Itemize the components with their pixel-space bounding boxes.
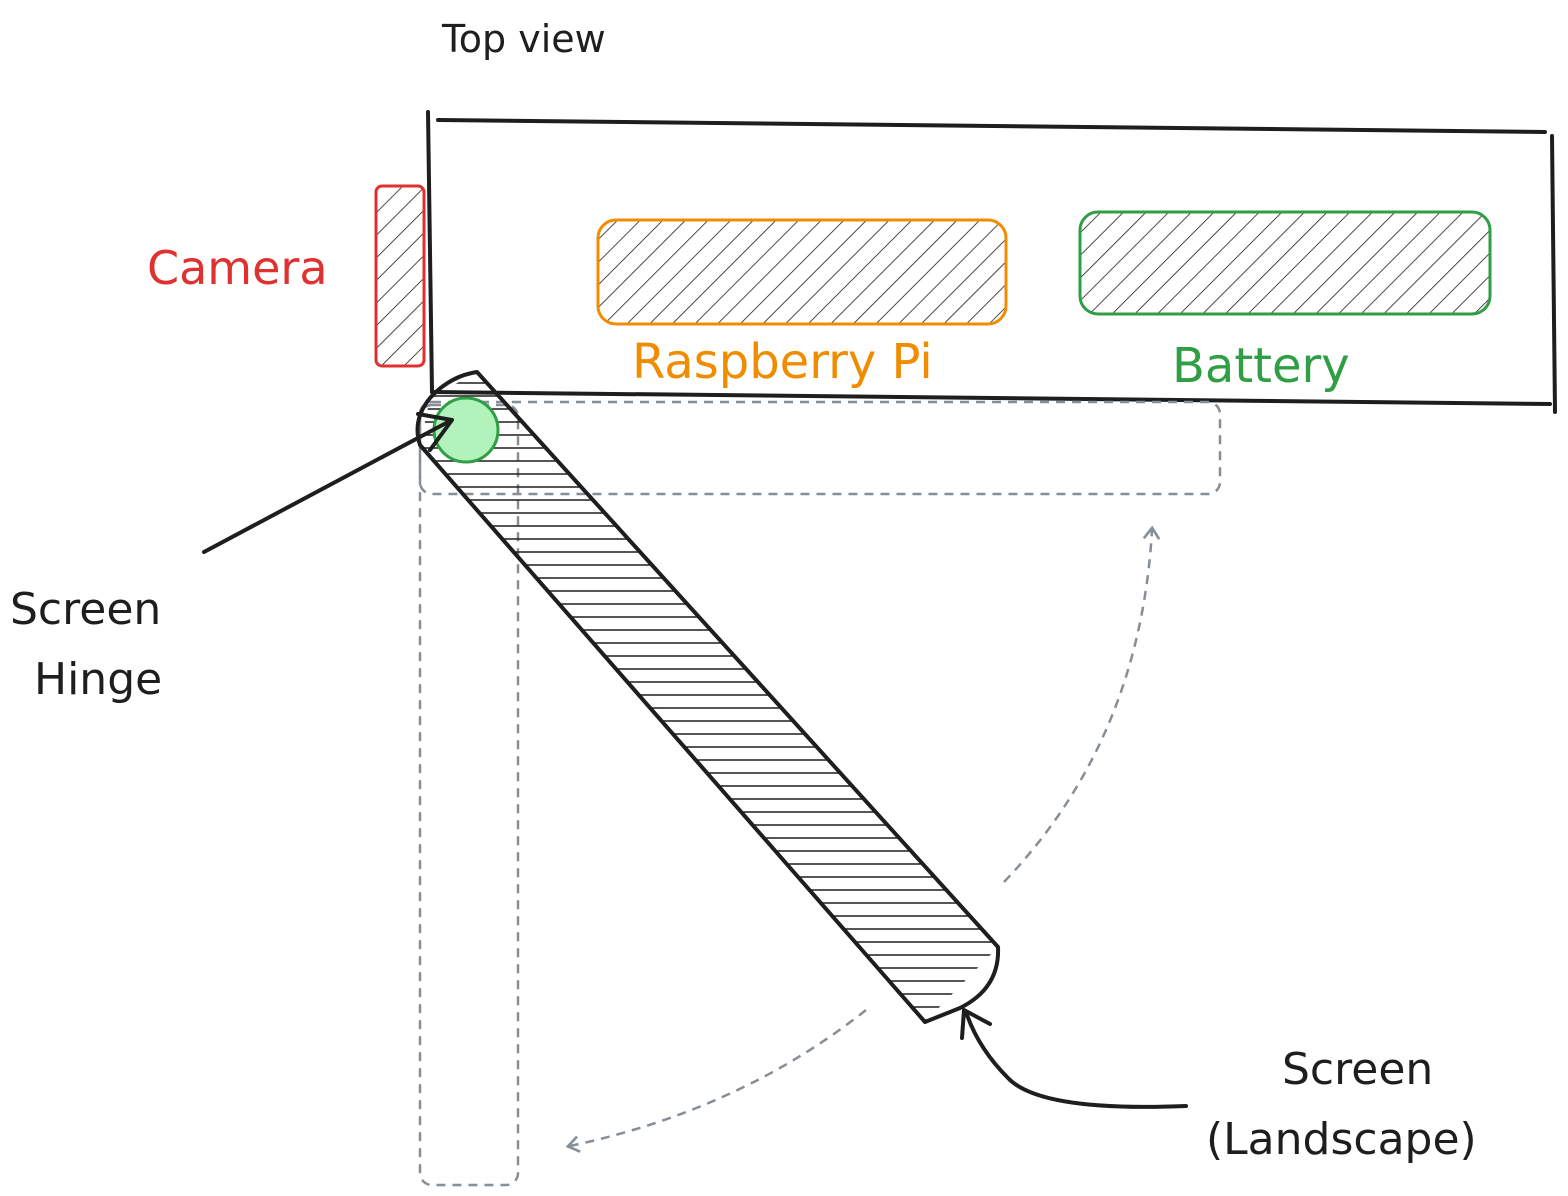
hinge-label-line2: Hinge [34, 654, 162, 705]
raspberry-pi-component [596, 218, 1008, 326]
screen-label-line2: (Landscape) [1206, 1114, 1477, 1165]
screen-folded-position [418, 400, 1222, 496]
camera-component [374, 184, 426, 368]
rotate-down-arrow [565, 1009, 867, 1153]
screen-label-line1: Screen [1282, 1044, 1433, 1095]
diagram-title: Top view [441, 17, 606, 61]
screen-component [415, 370, 1001, 1024]
battery-label: Battery [1172, 338, 1350, 394]
raspberry-pi-label: Raspberry Pi [632, 334, 933, 390]
camera-label: Camera [147, 241, 328, 295]
battery-component [1078, 210, 1492, 316]
rotate-up-arrow [1003, 525, 1161, 883]
screen-pointer-arrow [960, 1008, 1188, 1109]
hinge-pointer-arrow [202, 412, 454, 554]
hinge-label-line1: Screen [10, 584, 161, 635]
device-enclosure [426, 110, 1557, 414]
